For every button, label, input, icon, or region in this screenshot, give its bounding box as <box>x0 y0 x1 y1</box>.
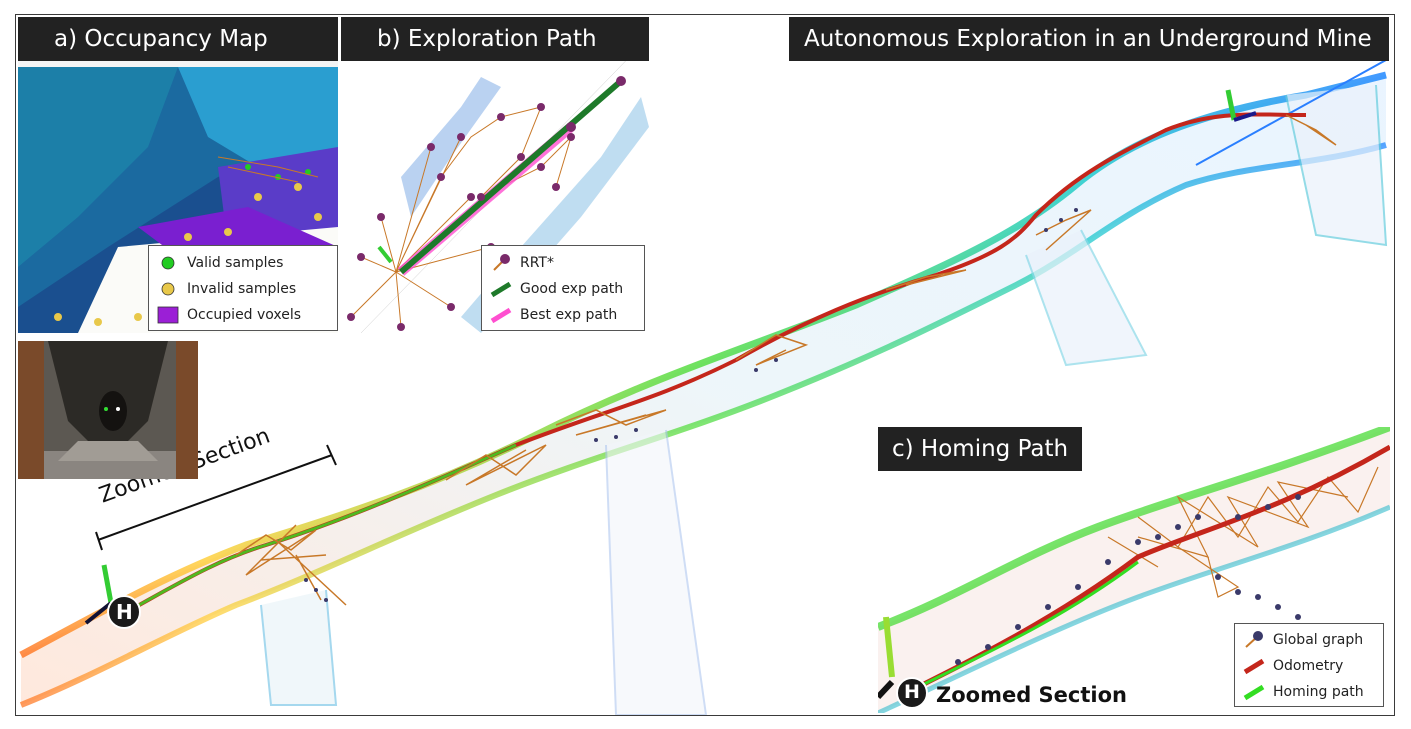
legend-b-row: RRT* <box>482 250 644 276</box>
blue-line <box>1195 59 1387 166</box>
panel-b: b) Exploration Path RRT* Good exp path B… <box>341 17 649 333</box>
legend-b-label: Best exp path <box>520 307 618 323</box>
global-graph-swatch <box>1243 629 1265 651</box>
legend-a-row: Invalid samples <box>149 276 337 302</box>
zoom-bracket <box>95 444 337 551</box>
legend-c-label: Homing path <box>1273 684 1364 700</box>
branch-2 <box>605 429 708 715</box>
legend-a-label: Invalid samples <box>187 281 297 297</box>
home-axes <box>84 564 114 625</box>
best-exp-swatch <box>490 304 512 326</box>
graph-nodes <box>304 208 1078 602</box>
home-marker-c <box>896 677 928 709</box>
legend-c-label: Odometry <box>1273 658 1344 674</box>
invalid-sample-swatch <box>157 278 179 300</box>
homing-path-swatch <box>1243 681 1265 703</box>
legend-c-row: Global graph <box>1235 627 1383 653</box>
home-marker-c-label: H <box>904 681 920 703</box>
figure-frame: H Zoomed Section <box>15 14 1395 716</box>
tunnel-body <box>21 75 1386 705</box>
legend-b: RRT* Good exp path Best exp path <box>481 245 645 331</box>
legend-b-label: Good exp path <box>520 281 624 297</box>
global-graph <box>235 114 1337 606</box>
home-marker-label: H <box>116 600 133 624</box>
mine-photo <box>18 341 198 479</box>
valid-sample-swatch <box>157 252 179 274</box>
homing-line-c <box>897 560 1139 699</box>
legend-c-row: Homing path <box>1235 679 1383 705</box>
home-marker <box>107 595 141 629</box>
branch-1 <box>260 589 338 706</box>
occupied-voxel-swatch <box>157 304 179 326</box>
branch-4 <box>1285 84 1388 247</box>
main-title: Autonomous Exploration in an Underground… <box>789 17 1389 61</box>
legend-c-label: Global graph <box>1273 632 1364 648</box>
legend-c-row: Odometry <box>1235 653 1383 679</box>
zoom-label-c: Zoomed Section <box>936 683 1127 707</box>
panel-a: a) Occupancy Map Valid samples Invalid s… <box>18 17 338 333</box>
legend-c: Global graph Odometry Homing path <box>1234 623 1384 707</box>
good-exp-swatch <box>490 278 512 300</box>
branch-3 <box>1025 229 1148 367</box>
legend-a-label: Occupied voxels <box>187 307 302 323</box>
tunnel-edge-bottom <box>19 142 1387 708</box>
good-exp-path <box>399 78 623 275</box>
legend-a-row: Occupied voxels <box>149 302 337 328</box>
odometry-swatch <box>1243 655 1265 677</box>
legend-a-row: Valid samples <box>149 250 337 276</box>
legend-a: Valid samples Invalid samples Occupied v… <box>148 245 338 331</box>
panel-c-title: c) Homing Path <box>878 427 1082 471</box>
panel-a-title: a) Occupancy Map <box>18 17 338 61</box>
panel-c: H Zoomed Section c) Homing Path Global g… <box>878 427 1390 713</box>
robot-marker-end <box>1225 89 1257 122</box>
mine-map <box>19 59 1388 715</box>
rrt-swatch <box>490 252 512 274</box>
panel-b-title: b) Exploration Path <box>341 17 649 61</box>
legend-a-label: Valid samples <box>187 255 284 271</box>
legend-b-row: Good exp path <box>482 276 644 302</box>
legend-b-label: RRT* <box>520 255 554 271</box>
legend-b-row: Best exp path <box>482 302 644 328</box>
